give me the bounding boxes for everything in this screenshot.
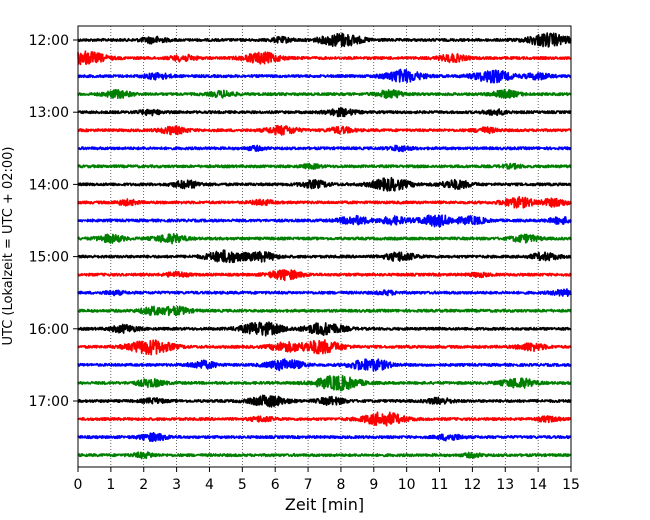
x-tick-label: 14 xyxy=(529,477,547,493)
seismogram-trace xyxy=(77,374,572,392)
y-axis-label: UTC (Lokalzeit = UTC + 02:00) xyxy=(1,147,16,346)
seismogram-trace xyxy=(77,411,572,427)
seismogram-trace xyxy=(77,358,572,372)
seismogram-trace xyxy=(77,50,572,66)
seismogram-trace xyxy=(77,176,572,192)
seismogram-traces xyxy=(77,32,572,460)
seismogram-trace xyxy=(77,451,572,460)
x-axis-ticks: 0 1 2 3 4 5 6 7 8 9 10 11 12 13 14 15 xyxy=(74,467,580,493)
seismogram-trace xyxy=(77,32,572,48)
seismogram-trace xyxy=(77,144,572,153)
y-tick-label: 14:00 xyxy=(29,177,69,193)
x-tick-label: 15 xyxy=(562,477,580,493)
x-tick-label: 11 xyxy=(431,477,449,493)
seismogram-trace xyxy=(77,214,572,228)
x-tick-label: 6 xyxy=(271,477,280,493)
seismogram-trace xyxy=(77,431,572,443)
x-tick-label: 9 xyxy=(369,477,378,493)
seismogram-trace xyxy=(77,88,572,99)
x-tick-label: 13 xyxy=(496,477,514,493)
y-tick-label: 13:00 xyxy=(29,105,69,121)
y-tick-label: 16:00 xyxy=(29,322,69,338)
y-axis-ticks: 12:00 13:00 14:00 15:00 16:00 17:00 xyxy=(29,33,78,410)
x-tick-label: 3 xyxy=(172,477,181,493)
x-axis-label: Zeit [min] xyxy=(285,495,364,514)
x-tick-label: 2 xyxy=(139,477,148,493)
x-tick-label: 7 xyxy=(304,477,313,493)
seismogram-trace xyxy=(77,321,572,337)
x-tick-label: 4 xyxy=(205,477,214,493)
x-tick-label: 8 xyxy=(336,477,345,493)
plot-frame xyxy=(77,25,572,468)
seismogram-trace xyxy=(77,233,572,245)
y-tick-label: 17:00 xyxy=(29,394,69,410)
y-tick-label: 12:00 xyxy=(29,33,69,49)
seismogram-trace xyxy=(77,68,572,84)
seismogram-trace xyxy=(77,339,572,356)
x-tick-label: 0 xyxy=(74,477,83,493)
x-tick-label: 5 xyxy=(238,477,247,493)
seismogram-trace xyxy=(77,162,572,170)
seismogram-trace xyxy=(77,249,572,264)
seismogram-trace xyxy=(77,394,572,408)
seismogram-trace xyxy=(77,288,572,297)
seismogram-trace xyxy=(77,124,572,136)
y-tick-label: 15:00 xyxy=(29,250,69,266)
x-tick-label: 10 xyxy=(398,477,416,493)
x-tick-label: 12 xyxy=(463,477,481,493)
seismogram-trace xyxy=(77,106,572,118)
seismogram-trace xyxy=(77,305,572,317)
x-tick-label: 1 xyxy=(106,477,115,493)
seismogram-trace xyxy=(77,195,572,209)
seismogram-trace xyxy=(77,269,572,282)
